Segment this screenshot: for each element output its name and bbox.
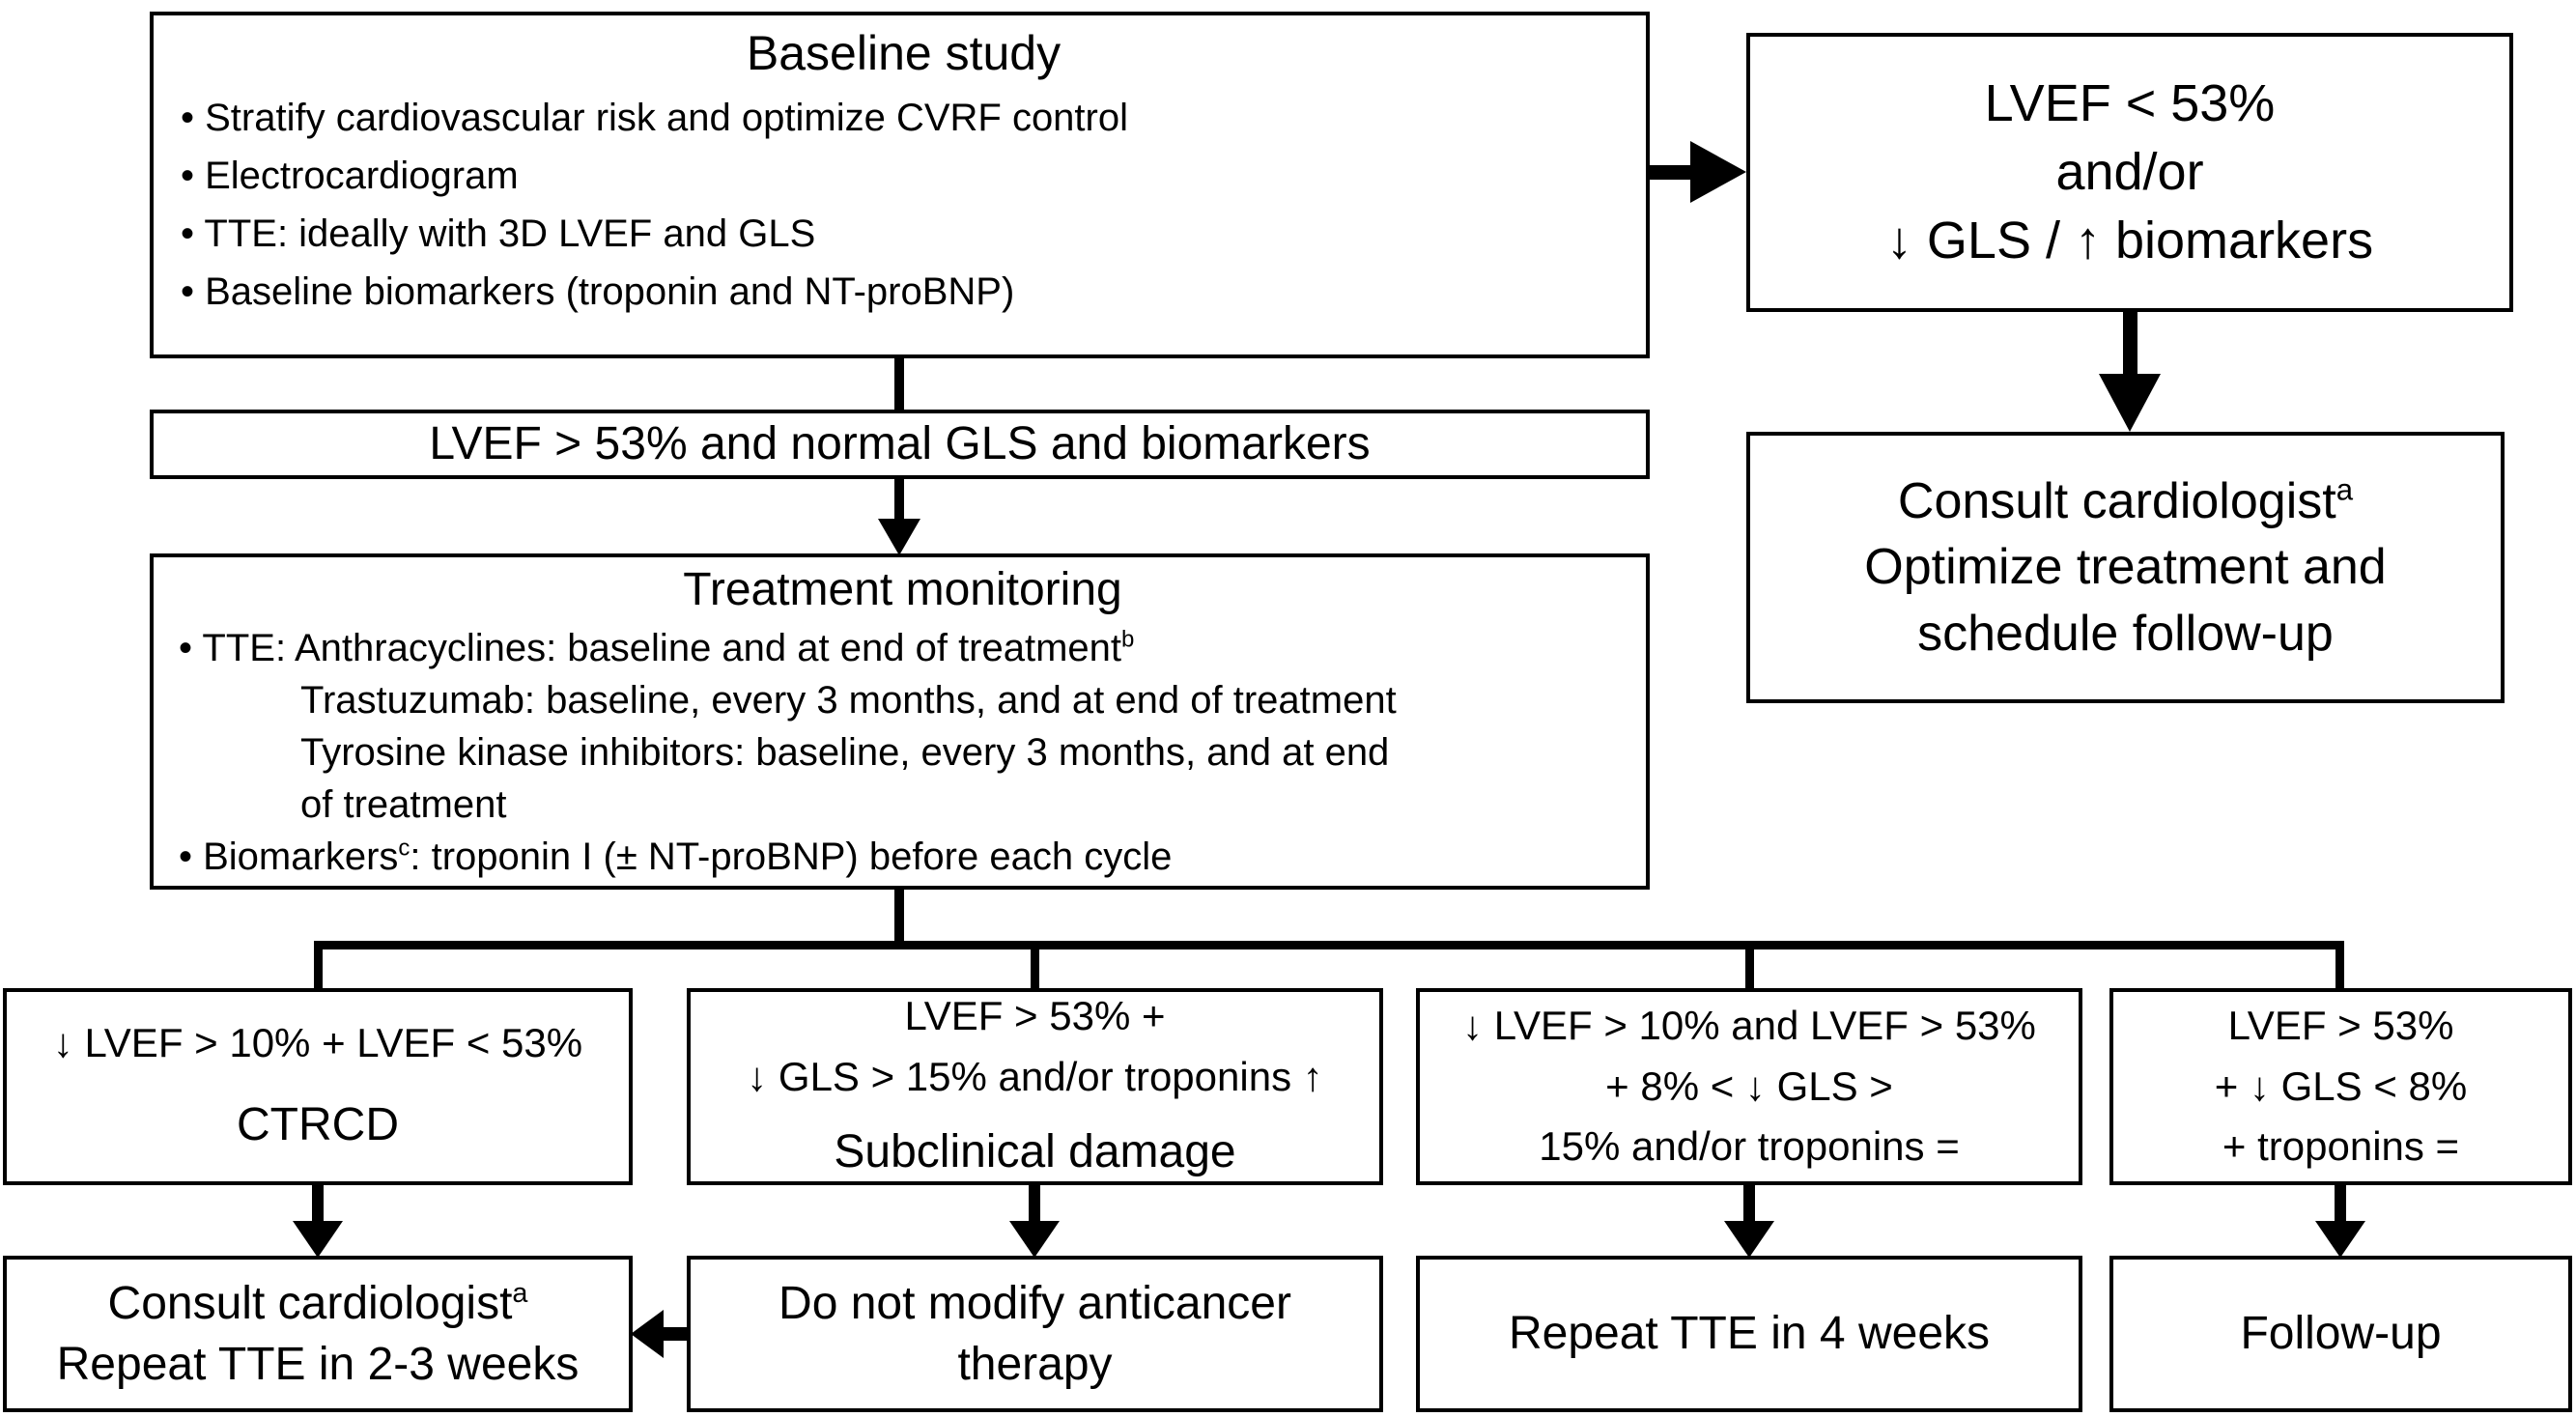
action-consult-line-2: Repeat TTE in 2-3 weeks bbox=[56, 1339, 580, 1390]
monitoring-line-5-post: : troponin I (± NT-proBNP) before each c… bbox=[410, 836, 1173, 878]
action-followup-text: Follow-up bbox=[2240, 1308, 2442, 1360]
box-treatment-monitoring: Treatment monitoring • TTE: Anthracyclin… bbox=[150, 553, 1650, 890]
criteria-followup-line-3: + troponins = bbox=[2222, 1123, 2460, 1170]
arrowhead-down-to-monitoring-icon bbox=[878, 519, 920, 555]
criteria-ctrcd-line-1: ↓ LVEF > 10% + LVEF < 53% bbox=[52, 1020, 583, 1066]
criteria-subclinical-line-2: ↓ GLS > 15% and/or troponins ↑ bbox=[747, 1053, 1323, 1099]
criteria-followup-line-1: LVEF > 53% bbox=[2227, 1003, 2454, 1049]
connector-monitoring-stem bbox=[894, 888, 904, 949]
connector-branch-horizontal bbox=[314, 941, 2344, 949]
criteria-repeat-line-2: + 8% < ↓ GLS > bbox=[1605, 1063, 1893, 1109]
connector-drop-criteria-4 bbox=[2335, 941, 2344, 988]
box-action-do-not-modify: Do not modify anticancer therapy bbox=[687, 1256, 1383, 1412]
box-criteria-followup: LVEF > 53% + ↓ GLS < 8% + troponins = bbox=[2109, 988, 2572, 1185]
arrowhead-left-to-action1-icon bbox=[631, 1310, 664, 1358]
box-criteria-subclinical-damage: LVEF > 53% + ↓ GLS > 15% and/or troponin… bbox=[687, 988, 1383, 1185]
action-consult-line-1: Consult cardiologista bbox=[108, 1273, 528, 1334]
arrowhead-down-to-action2-icon bbox=[1009, 1221, 1060, 1258]
action-do-not-modify-line-2: therapy bbox=[957, 1339, 1113, 1390]
action-consult-line-1-text: Consult cardiologist bbox=[107, 1277, 513, 1329]
box-abnormal-baseline-findings: LVEF < 53% and/or ↓ GLS / ↑ biomarkers bbox=[1746, 33, 2513, 312]
action-do-not-modify-line-1: Do not modify anticancer bbox=[778, 1277, 1291, 1329]
monitoring-line-2: Trastuzumab: baseline, every 3 months, a… bbox=[300, 679, 1397, 722]
treatment-monitoring-title: Treatment monitoring bbox=[683, 564, 1122, 615]
arrowhead-down-to-action4-icon bbox=[2315, 1221, 2365, 1258]
monitoring-line-1-text: • TTE: Anthracyclines: baseline and at e… bbox=[179, 627, 1122, 669]
baseline-bullet-1: • Stratify cardiovascular risk and optim… bbox=[181, 97, 1128, 139]
footnote-marker-a-action: a bbox=[512, 1277, 528, 1309]
criteria-subclinical-line-1: LVEF > 53% + bbox=[904, 993, 1166, 1039]
monitoring-line-5-pre: • Biomarkers bbox=[179, 836, 399, 878]
baseline-study-title: Baseline study bbox=[746, 26, 1062, 80]
baseline-bullet-2: • Electrocardiogram bbox=[181, 155, 519, 197]
connector-criteria4-to-action4-shaft bbox=[2335, 1185, 2346, 1226]
box-consult-cardiologist-right: Consult cardiologista Optimize treatment… bbox=[1746, 432, 2505, 703]
connector-criteria1-to-action1-shaft bbox=[312, 1185, 324, 1226]
abnormal-line-1: LVEF < 53% bbox=[1984, 73, 2276, 132]
box-criteria-ctrcd: ↓ LVEF > 10% + LVEF < 53% CTRCD bbox=[3, 988, 633, 1185]
arrowhead-down-to-action3-icon bbox=[1724, 1221, 1774, 1258]
connector-drop-criteria-2 bbox=[1031, 941, 1039, 988]
box-baseline-study: Baseline study • Stratify cardiovascular… bbox=[150, 12, 1650, 358]
connector-criteria2-to-action2-shaft bbox=[1029, 1185, 1040, 1226]
connector-drop-criteria-1 bbox=[314, 941, 323, 988]
box-action-followup: Follow-up bbox=[2109, 1256, 2572, 1412]
box-normal-baseline: LVEF > 53% and normal GLS and biomarkers bbox=[150, 410, 1650, 479]
normal-baseline-text: LVEF > 53% and normal GLS and biomarkers bbox=[429, 418, 1371, 470]
arrowhead-down-to-consult-icon bbox=[2099, 374, 2161, 432]
criteria-followup-line-2: + ↓ GLS < 8% bbox=[2214, 1063, 2468, 1109]
monitoring-line-3: Tyrosine kinase inhibitors: baseline, ev… bbox=[300, 731, 1390, 774]
consult-right-line-3: schedule follow-up bbox=[1917, 605, 2334, 662]
criteria-repeat-line-3: 15% and/or troponins = bbox=[1539, 1123, 1960, 1170]
consult-right-line-2: Optimize treatment and bbox=[1864, 539, 2387, 596]
abnormal-line-2: and/or bbox=[2055, 142, 2204, 201]
baseline-bullet-3: • TTE: ideally with 3D LVEF and GLS bbox=[181, 213, 816, 255]
connector-baseline-to-normal bbox=[894, 356, 904, 411]
connector-normal-to-monitoring-shaft bbox=[894, 477, 904, 522]
footnote-marker-b: b bbox=[1121, 626, 1135, 653]
arrowhead-down-to-action1-icon bbox=[293, 1221, 343, 1258]
consult-right-line-1: Consult cardiologista bbox=[1898, 468, 2353, 535]
action-repeat-tte-text: Repeat TTE in 4 weeks bbox=[1508, 1308, 1991, 1360]
connector-baseline-to-abnormal-shaft bbox=[1647, 165, 1695, 180]
connector-drop-criteria-3 bbox=[1745, 941, 1754, 988]
criteria-ctrcd-label: CTRCD bbox=[237, 1099, 399, 1151]
monitoring-line-4: of treatment bbox=[300, 783, 507, 826]
footnote-marker-a: a bbox=[2335, 472, 2354, 507]
abnormal-line-3: ↓ GLS / ↑ biomarkers bbox=[1885, 212, 2374, 270]
connector-criteria3-to-action3-shaft bbox=[1743, 1185, 1755, 1226]
connector-abnormal-to-consult-shaft bbox=[2123, 310, 2137, 378]
arrowhead-right-to-abnormal-icon bbox=[1690, 141, 1746, 203]
baseline-bullet-list: • Stratify cardiovascular risk and optim… bbox=[181, 89, 1627, 321]
monitoring-line-5: • Biomarkersc: troponin I (± NT-proBNP) … bbox=[179, 831, 1627, 883]
criteria-subclinical-label: Subclinical damage bbox=[834, 1126, 1236, 1178]
connector-action2-to-action1-shaft bbox=[661, 1327, 687, 1341]
consult-right-line-1-text: Consult cardiologist bbox=[1897, 472, 2336, 529]
box-criteria-repeat-tte: ↓ LVEF > 10% and LVEF > 53% + 8% < ↓ GLS… bbox=[1416, 988, 2082, 1185]
box-action-consult-cardiologist: Consult cardiologista Repeat TTE in 2-3 … bbox=[3, 1256, 633, 1412]
footnote-marker-c: c bbox=[398, 835, 410, 862]
baseline-bullet-4: • Baseline biomarkers (troponin and NT-p… bbox=[181, 270, 1015, 313]
criteria-repeat-line-1: ↓ LVEF > 10% and LVEF > 53% bbox=[1462, 1003, 2036, 1049]
monitoring-line-1: • TTE: Anthracyclines: baseline and at e… bbox=[179, 622, 1627, 674]
box-action-repeat-tte-4-weeks: Repeat TTE in 4 weeks bbox=[1416, 1256, 2082, 1412]
